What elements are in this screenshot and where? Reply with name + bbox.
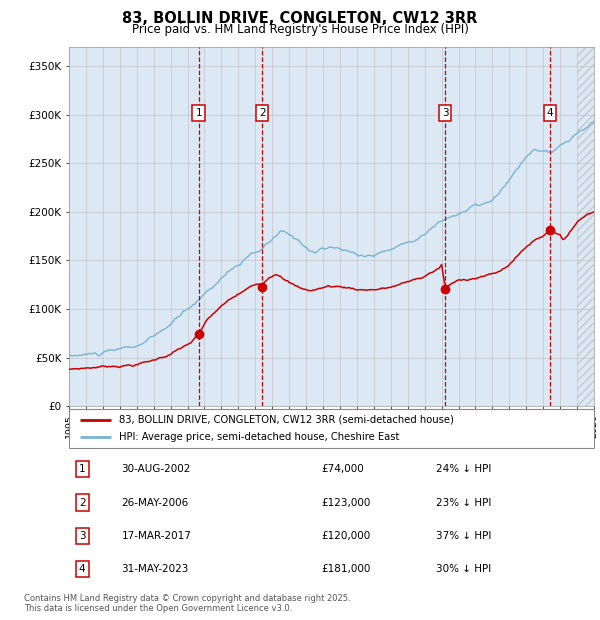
Text: £123,000: £123,000	[321, 498, 370, 508]
Text: £120,000: £120,000	[321, 531, 370, 541]
Text: This data is licensed under the Open Government Licence v3.0.: This data is licensed under the Open Gov…	[24, 604, 292, 613]
Text: £74,000: £74,000	[321, 464, 364, 474]
Text: 31-MAY-2023: 31-MAY-2023	[121, 564, 189, 574]
Text: 23% ↓ HPI: 23% ↓ HPI	[437, 498, 492, 508]
Text: £181,000: £181,000	[321, 564, 370, 574]
Text: 3: 3	[79, 531, 85, 541]
Text: 24% ↓ HPI: 24% ↓ HPI	[437, 464, 492, 474]
Text: 1: 1	[196, 108, 202, 118]
Text: 30% ↓ HPI: 30% ↓ HPI	[437, 564, 492, 574]
Text: 17-MAR-2017: 17-MAR-2017	[121, 531, 191, 541]
Text: 37% ↓ HPI: 37% ↓ HPI	[437, 531, 492, 541]
Text: 3: 3	[442, 108, 448, 118]
Text: Contains HM Land Registry data © Crown copyright and database right 2025.: Contains HM Land Registry data © Crown c…	[24, 594, 350, 603]
FancyBboxPatch shape	[69, 409, 594, 448]
Text: 4: 4	[79, 564, 85, 574]
Bar	[577, 46, 594, 406]
Text: HPI: Average price, semi-detached house, Cheshire East: HPI: Average price, semi-detached house,…	[119, 432, 399, 442]
Text: 4: 4	[547, 108, 553, 118]
Text: 30-AUG-2002: 30-AUG-2002	[121, 464, 191, 474]
Text: 26-MAY-2006: 26-MAY-2006	[121, 498, 189, 508]
Text: 2: 2	[79, 498, 85, 508]
Text: Price paid vs. HM Land Registry's House Price Index (HPI): Price paid vs. HM Land Registry's House …	[131, 23, 469, 36]
Text: 83, BOLLIN DRIVE, CONGLETON, CW12 3RR (semi-detached house): 83, BOLLIN DRIVE, CONGLETON, CW12 3RR (s…	[119, 415, 454, 425]
Text: 2: 2	[259, 108, 265, 118]
Text: 83, BOLLIN DRIVE, CONGLETON, CW12 3RR: 83, BOLLIN DRIVE, CONGLETON, CW12 3RR	[122, 11, 478, 26]
Text: 1: 1	[79, 464, 85, 474]
